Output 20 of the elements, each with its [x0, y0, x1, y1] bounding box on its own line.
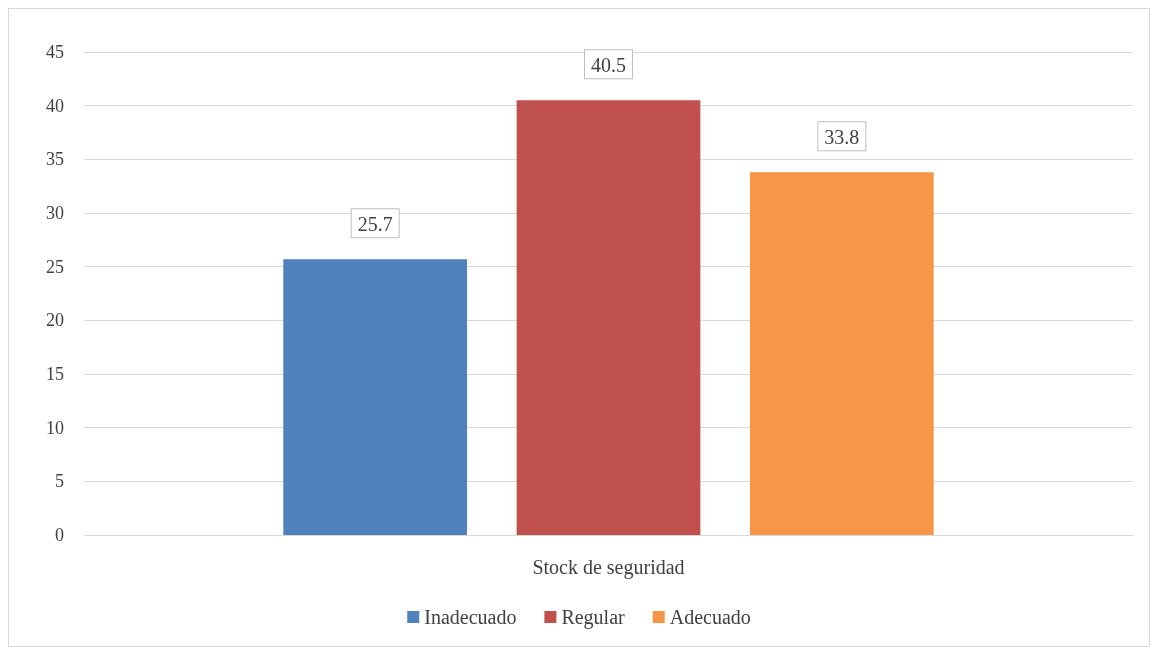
y-tick-label: 5: [55, 471, 64, 492]
x-tick-label: Stock de seguridad: [532, 556, 685, 579]
bar: [749, 172, 934, 535]
y-tick-label: 45: [46, 42, 64, 62]
legend-label: Adecuado: [669, 606, 751, 628]
data-label: 33.8: [824, 126, 860, 149]
y-tick-label: 25: [46, 256, 64, 277]
bar: [283, 259, 468, 535]
y-tick-label: 20: [46, 310, 64, 331]
data-label: 25.7: [357, 213, 393, 236]
y-tick-label: 30: [46, 203, 64, 223]
legend-label: Regular: [561, 606, 626, 629]
y-tick-label: 10: [46, 417, 64, 438]
data-label: 40.5: [591, 54, 626, 77]
y-tick-label: 35: [46, 149, 64, 170]
y-tick-label: 0: [55, 525, 64, 545]
y-tick-label: 40: [46, 95, 64, 116]
legend-label: Inadecuado: [424, 606, 517, 628]
y-tick-label: 15: [46, 364, 64, 384]
bar: [516, 100, 701, 535]
